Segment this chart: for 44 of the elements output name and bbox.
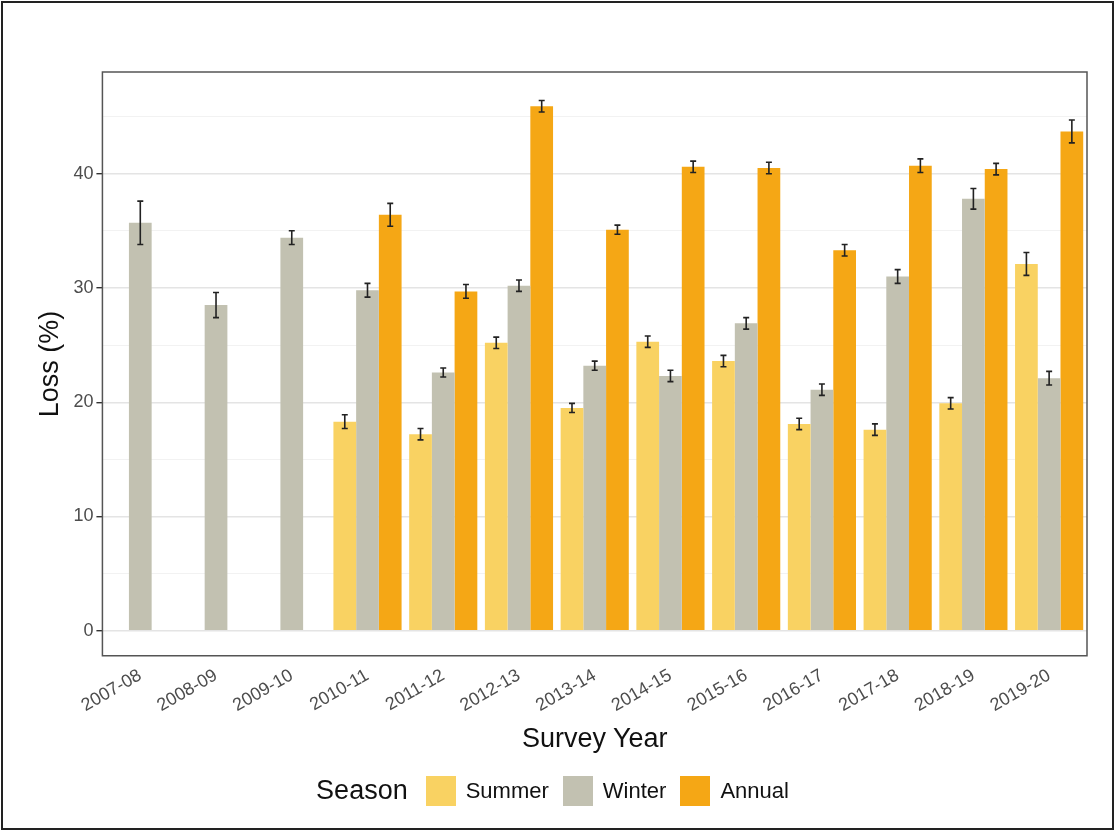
bar: [734, 323, 758, 631]
bar: [333, 421, 357, 631]
legend-title: Season: [316, 775, 408, 806]
bar: [863, 429, 887, 631]
legend-label: Winter: [602, 777, 667, 804]
bar: [204, 305, 228, 631]
bar: [583, 365, 607, 631]
bar: [280, 237, 304, 631]
bar: [409, 434, 432, 631]
y-tick-label: 30: [73, 276, 94, 297]
y-axis-title: Loss (%): [33, 310, 64, 418]
legend-label: Summer: [465, 777, 549, 804]
bar: [909, 165, 932, 631]
bar: [378, 214, 402, 631]
bar: [810, 389, 834, 631]
bar: [1037, 378, 1061, 631]
bar: [1060, 131, 1084, 631]
bar: [507, 285, 531, 631]
bar: [606, 229, 629, 631]
bar: [833, 250, 856, 631]
x-axis-title: Survey Year: [521, 723, 668, 754]
bar: [984, 169, 1008, 631]
y-tick-label: 0: [83, 619, 94, 640]
bar: [659, 375, 682, 631]
bar: [939, 403, 963, 631]
bar: [484, 342, 508, 631]
bar: [757, 167, 781, 631]
bar: [712, 361, 735, 631]
legend-label: Annual: [720, 777, 789, 804]
bar: [787, 423, 811, 631]
y-tick-label: 40: [73, 162, 94, 183]
bar: [356, 290, 379, 631]
bar: [1015, 263, 1038, 631]
bar: [962, 198, 985, 631]
bar: [530, 106, 554, 631]
bar: [886, 276, 910, 631]
y-tick-label: 10: [73, 505, 94, 526]
bar: [636, 341, 660, 631]
bar: [560, 407, 584, 631]
bar: [454, 291, 478, 631]
y-tick-label: 20: [73, 391, 94, 412]
bar: [431, 372, 455, 631]
bar: [128, 222, 152, 631]
bar: [681, 166, 705, 631]
